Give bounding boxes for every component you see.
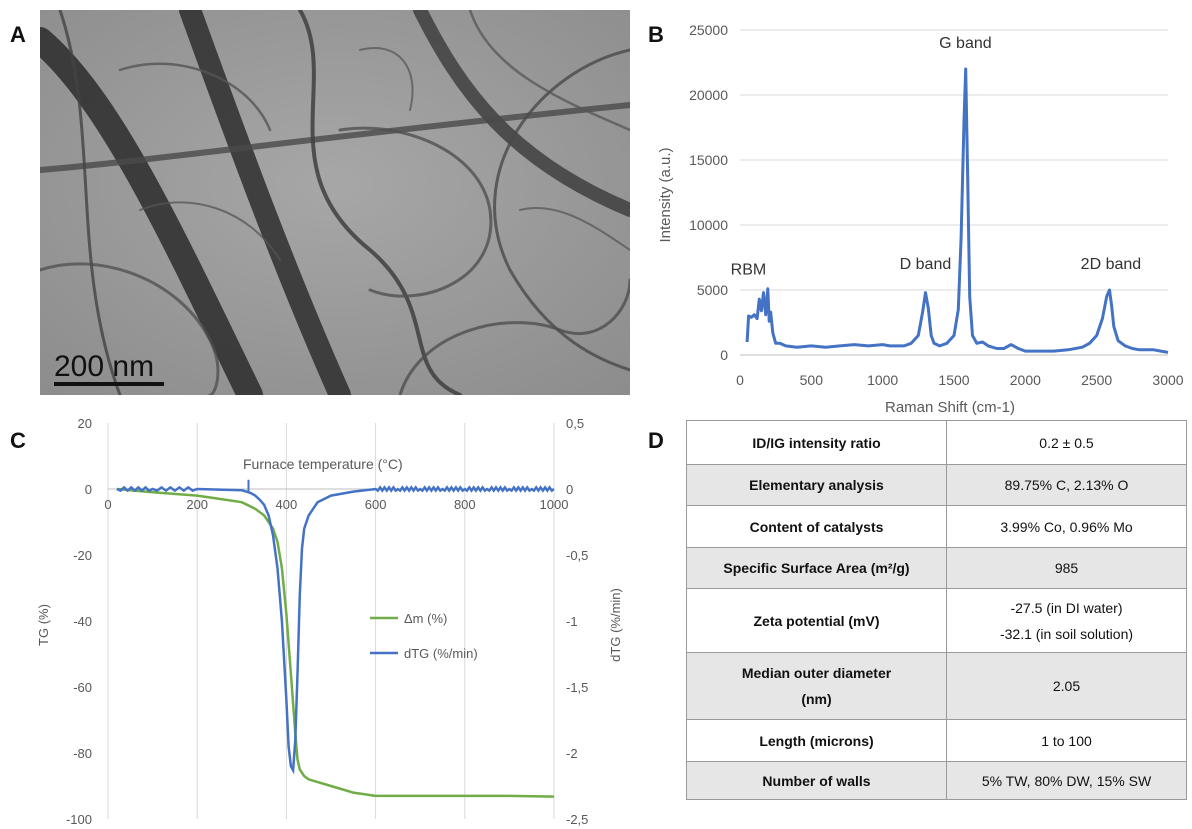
tga-left-y-ticks: 20 0 -20 -40 -60 -80 -100 <box>66 416 92 827</box>
nanotube-bundles <box>40 10 630 395</box>
raman-x-tick-label: 0 <box>736 372 744 388</box>
table-row: Specific Surface Area (m²/g) 985 <box>686 547 1187 589</box>
tga-y-tick-label: -100 <box>66 812 92 827</box>
raman-gridlines <box>740 29 1168 356</box>
tga-x-tick-label: 1000 <box>540 497 569 512</box>
properties-table: ID/IG intensity ratio 0.2 ± 0.5 Elementary… <box>686 420 1187 800</box>
table-key-cell: ID/IG intensity ratio <box>686 420 947 465</box>
tga-y2-tick-label: 0 <box>566 482 573 497</box>
raman-series-line <box>745 67 1169 354</box>
panel-label-d: D <box>648 428 664 453</box>
table-value-cell: 3.99% Co, 0.96% Mo <box>946 505 1187 548</box>
table-value-cell: 985 <box>946 547 1187 589</box>
table-key-cell: Zeta potential (mV) <box>686 588 947 653</box>
table-value-cell: 5% TW, 80% DW, 15% SW <box>946 761 1187 800</box>
tga-x-tick-label: 600 <box>365 497 387 512</box>
table-row: Content of catalysts 3.99% Co, 0.96% Mo <box>686 505 1187 548</box>
scale-bar-label: 200 nm <box>54 350 154 383</box>
raman-x-axis-label: Raman Shift (cm-1) <box>885 399 1015 415</box>
table-key-cell: Number of walls <box>686 761 947 800</box>
raman-y-tick-label: 25000 <box>689 22 728 38</box>
raman-y-ticks: 0 5000 10000 15000 20000 25000 <box>689 22 728 363</box>
raman-x-tick-label: 1000 <box>867 372 898 388</box>
panel-label-a: A <box>10 22 26 47</box>
table-row: Number of walls 5% TW, 80% DW, 15% SW <box>686 761 1187 800</box>
table-key-cell: Specific Surface Area (m²/g) <box>686 547 947 589</box>
tga-y-tick-label: 20 <box>78 416 92 431</box>
tga-x-tick-label: 0 <box>104 497 111 512</box>
table-key-cell: Content of catalysts <box>686 505 947 548</box>
tga-y-tick-label: -40 <box>73 614 92 629</box>
table-key-cell: Length (microns) <box>686 719 947 762</box>
tga-y-tick-label: 0 <box>85 482 92 497</box>
table-value-cell: 1 to 100 <box>946 719 1187 762</box>
tg-series-line <box>116 487 555 798</box>
table-value-cell: 0.2 ± 0.5 <box>946 420 1187 465</box>
tga-right-y-ticks: 0,5 0 -0,5 -1 -1,5 -2 -2,5 <box>566 416 588 827</box>
tga-x-tick-label: 200 <box>186 497 208 512</box>
tga-y2-tick-label: -1,5 <box>566 680 588 695</box>
tga-x-axis-label: Furnace temperature (°C) <box>243 456 403 472</box>
raman-y-tick-label: 0 <box>720 347 728 363</box>
tga-x-tick-label: 400 <box>276 497 298 512</box>
tem-micrograph: 200 nm <box>40 10 630 395</box>
raman-x-ticks: 0 500 1000 1500 2000 2500 3000 <box>736 372 1184 388</box>
raman-x-tick-label: 1500 <box>938 372 969 388</box>
table-value-cell: -27.5 (in DI water) -32.1 (in soil soluti… <box>946 588 1187 653</box>
tga-y2-tick-label: -2 <box>566 746 578 761</box>
raman-y-axis-label: Intensity (a.u.) <box>657 147 674 242</box>
raman-x-tick-label: 3000 <box>1152 372 1183 388</box>
table-value-cell: 2.05 <box>946 652 1187 720</box>
raman-y-tick-label: 5000 <box>697 282 728 298</box>
tga-x-ticks: 0 200 400 600 800 1000 <box>104 497 568 512</box>
panel-label-c: C <box>10 428 26 453</box>
tga-y-tick-label: -60 <box>73 680 92 695</box>
table-key-cell: Median outer diameter (nm) <box>686 652 947 720</box>
legend-label-dtg: dTG (%/min) <box>404 646 478 661</box>
raman-annotation: D band <box>900 256 952 273</box>
tga-y-axis-label: TG (%) <box>36 604 51 646</box>
dtg-series-line <box>116 485 555 775</box>
tga-chart: 200-20-40-60-80-100 0,50-0,5-1-1,5-2-2,5… <box>36 416 623 827</box>
raman-y-tick-label: 20000 <box>689 87 728 103</box>
tga-legend: Δm (%) dTG (%/min) <box>370 611 478 661</box>
raman-annotations: RBM D band G band 2D band <box>731 35 1142 278</box>
raman-x-tick-label: 2500 <box>1081 372 1112 388</box>
tga-y-tick-label: -80 <box>73 746 92 761</box>
raman-x-tick-label: 500 <box>800 372 824 388</box>
raman-annotation: 2D band <box>1081 256 1142 273</box>
table-row: Median outer diameter (nm) 2.05 <box>686 652 1187 720</box>
tga-y2-axis-label: dTG (%/min) <box>608 588 623 662</box>
legend-label-tg: Δm (%) <box>404 611 447 626</box>
tga-y2-tick-label: -0,5 <box>566 548 588 563</box>
raman-annotation: G band <box>939 35 991 52</box>
table-row: Elementary analysis 89.75% C, 2.13% O <box>686 464 1187 506</box>
tga-y2-tick-label: 0,5 <box>566 416 584 431</box>
tga-y2-tick-label: -2,5 <box>566 812 588 827</box>
table-key-cell: Elementary analysis <box>686 464 947 506</box>
raman-chart: 0 5000 10000 15000 20000 25000 0 500 1000 1500 20… <box>657 22 1184 415</box>
table-row: ID/IG intensity ratio 0.2 ± 0.5 <box>686 420 1187 465</box>
raman-annotation: RBM <box>731 261 767 278</box>
tga-x-tick-label: 800 <box>454 497 476 512</box>
tga-gridlines <box>107 423 555 819</box>
tga-y-tick-label: -20 <box>73 548 92 563</box>
table-value-cell: 89.75% C, 2.13% O <box>946 464 1187 506</box>
panel-label-b: B <box>648 22 664 47</box>
raman-y-tick-label: 10000 <box>689 217 728 233</box>
raman-x-tick-label: 2000 <box>1010 372 1041 388</box>
tga-y2-tick-label: -1 <box>566 614 578 629</box>
table-row: Length (microns) 1 to 100 <box>686 719 1187 762</box>
raman-y-tick-label: 15000 <box>689 152 728 168</box>
table-row: Zeta potential (mV) -27.5 (in DI water) -3… <box>686 588 1187 653</box>
